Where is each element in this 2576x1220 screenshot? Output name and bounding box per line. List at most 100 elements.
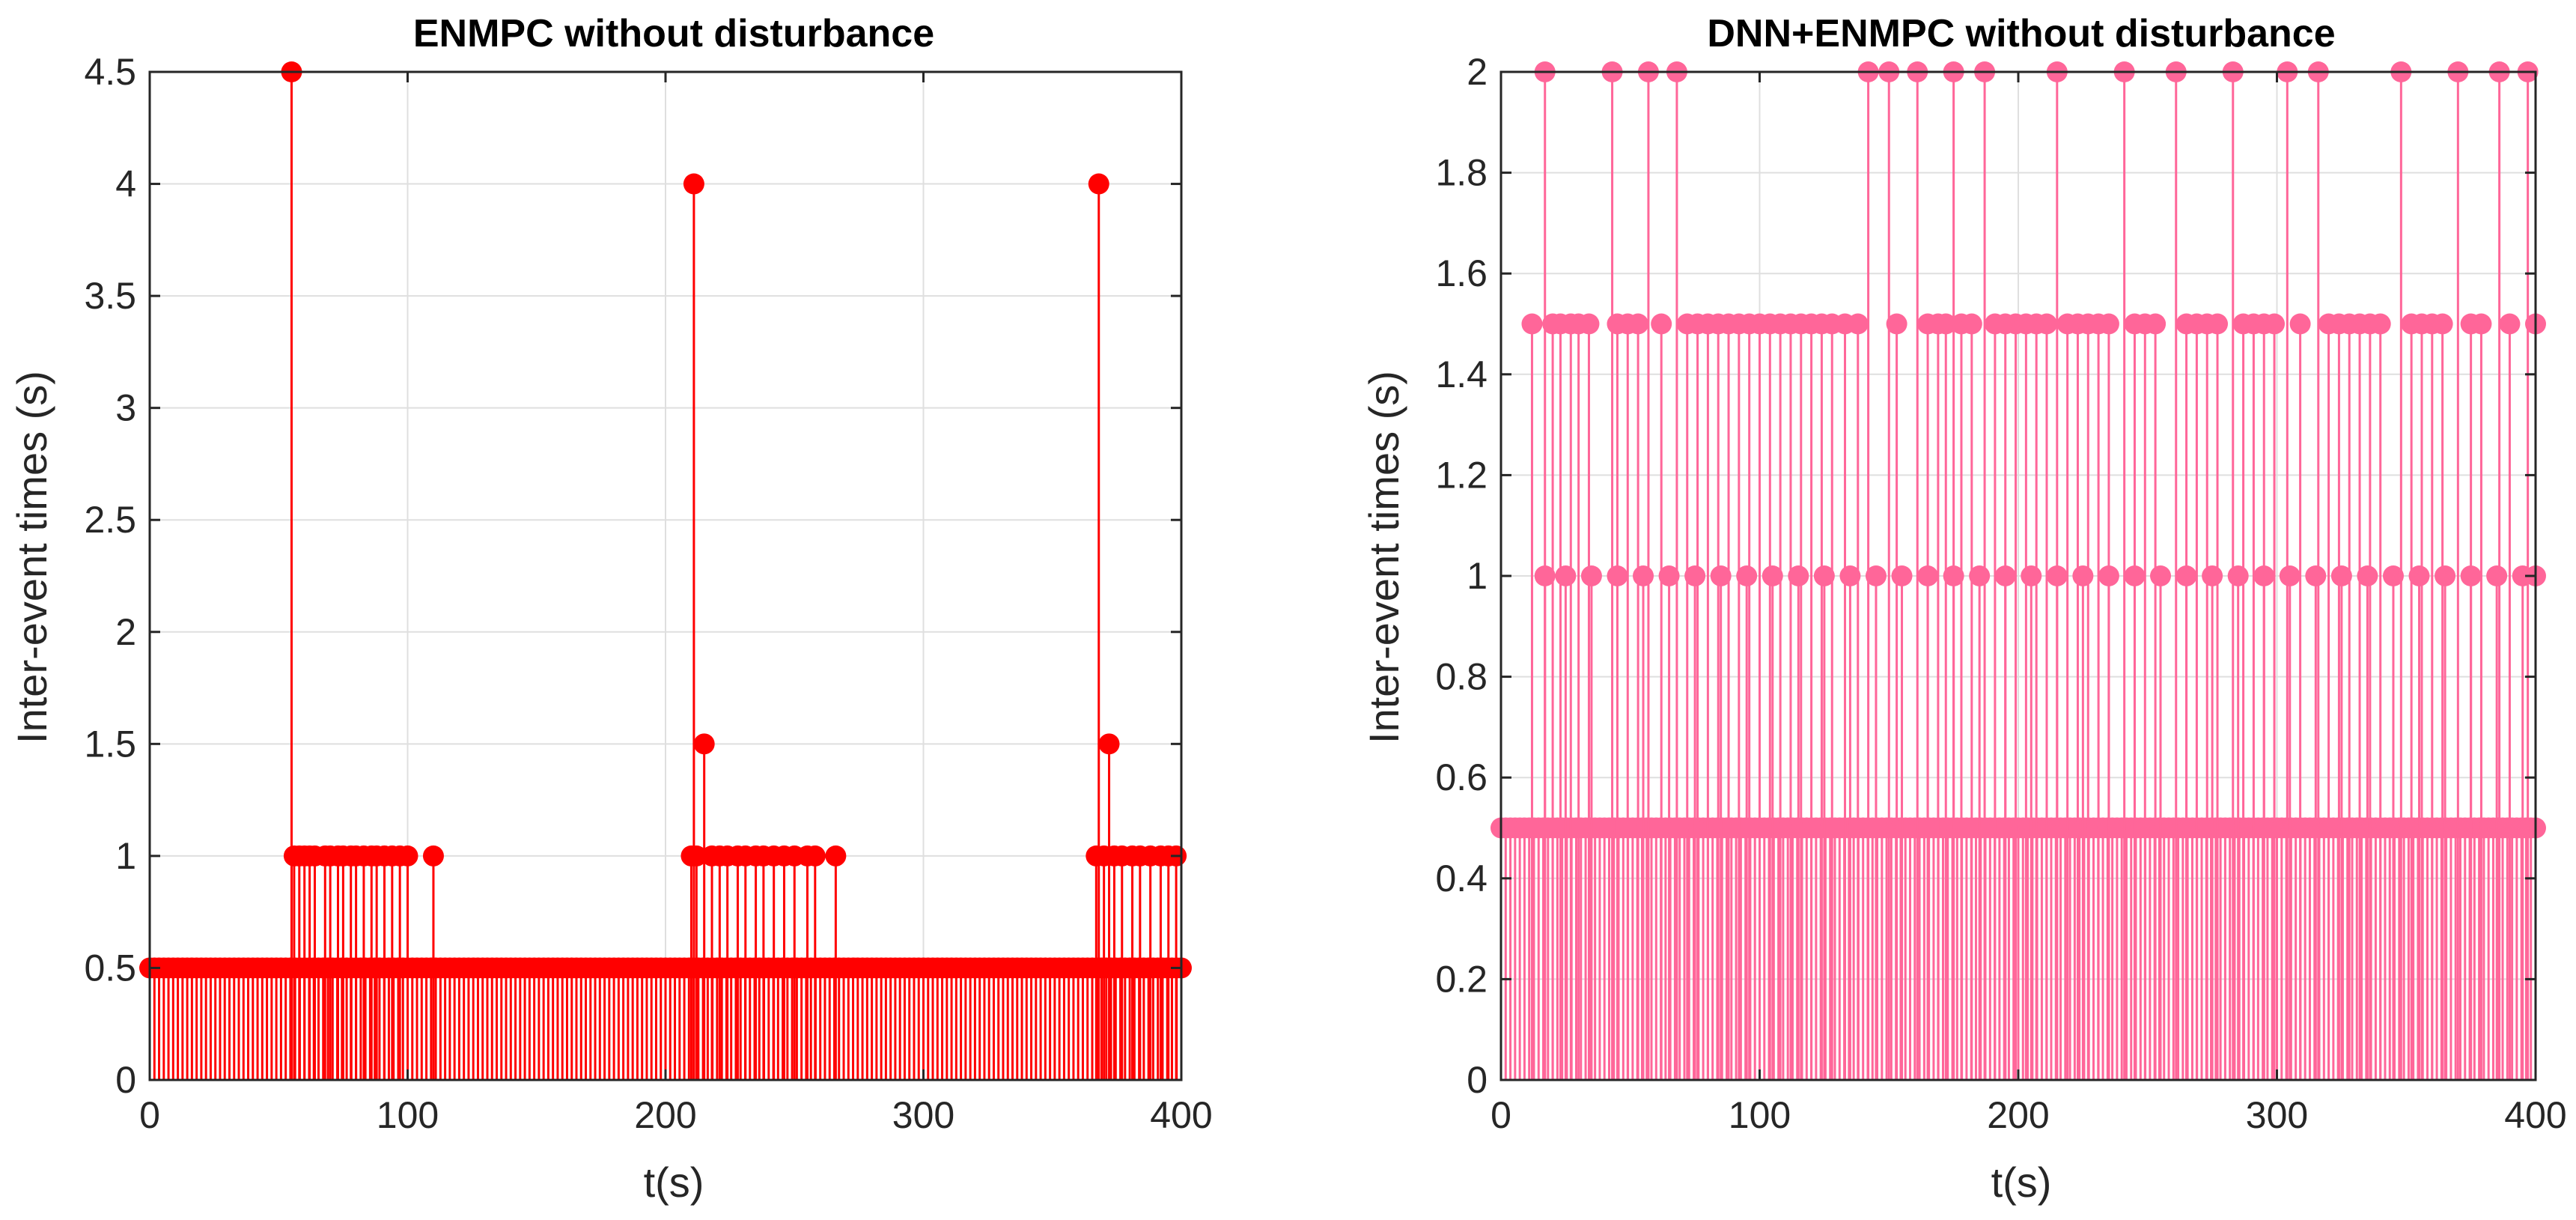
chart1-marker-116 (2227, 565, 2249, 586)
chart-dnn-enmpc-x-axis-label: t(s) (1991, 1159, 2052, 1206)
chart1-marker-124 (2435, 565, 2456, 586)
chart0-marker-2 (1088, 173, 1109, 195)
chart1-marker-96 (1710, 565, 1732, 586)
chart1-marker-27 (1627, 313, 1649, 335)
chart1-x-tick-label-0: 0 (1491, 1094, 1511, 1136)
chart-dnn-enmpc-stems (1491, 61, 2546, 1080)
chart0-x-tick-label-0: 0 (139, 1094, 160, 1136)
chart1-marker-98 (1762, 565, 1783, 586)
chart0-y-tick-label-4: 2 (115, 611, 136, 653)
chart0-x-tick-label-3: 300 (892, 1094, 954, 1136)
chart-enmpc-y-axis-label: Inter-event times (s) (8, 371, 55, 744)
chart1-marker-110 (2072, 565, 2094, 586)
chart0-x-tick-label-1: 100 (377, 1094, 439, 1136)
chart0-y-tick-label-9: 4.5 (84, 51, 136, 93)
chart0-marker-25 (686, 845, 707, 867)
chart-dnn-enmpc-title: DNN+ENMPC without disturbance (1707, 12, 2335, 55)
chart1-marker-122 (2382, 565, 2404, 586)
chart-enmpc: 0 100 200 300 400 0 0.5 1 1.5 2 2.5 3 3.5 4 4.5 ENMPC … (8, 12, 1213, 1206)
chart0-marker-22 (397, 845, 418, 867)
chart1-marker-92 (1607, 565, 1628, 586)
chart1-marker-51 (1961, 313, 1982, 335)
chart0-marker-38 (825, 845, 847, 867)
chart1-marker-73 (2264, 313, 2286, 335)
chart1-marker-19 (1521, 313, 1543, 335)
chart1-marker-114 (2175, 565, 2197, 586)
chart0-y-tick-label-7: 3.5 (84, 275, 136, 317)
chart-dnn-enmpc: 0 100 200 300 400 0 0.2 0.4 0.6 0.8 1 1.2 1.4 1.6 1.8 2… (1360, 12, 2567, 1206)
chart1-marker-45 (1847, 313, 1869, 335)
chart0-marker-37 (804, 845, 826, 867)
chart1-marker-102 (1865, 565, 1887, 586)
chart1-marker-109 (2046, 565, 2068, 586)
chart1-x-tick-label-1: 100 (1729, 1094, 1791, 1136)
chart-enmpc-axes (148, 70, 1183, 1081)
chart1-marker-126 (2486, 565, 2508, 586)
chart1-marker-105 (1943, 565, 1964, 586)
chart0-marker-1 (683, 173, 704, 195)
chart1-marker-46 (1886, 313, 1907, 335)
chart1-marker-93 (1633, 565, 1654, 586)
chart1-marker-121 (2357, 565, 2378, 586)
chart0-marker-3 (693, 733, 715, 755)
chart0-y-tick-label-6: 3 (115, 387, 136, 429)
chart1-marker-57 (2036, 313, 2058, 335)
chart1-marker-108 (2021, 565, 2042, 586)
chart1-marker-49 (1935, 313, 1957, 335)
chart0-x-tick-label-2: 200 (634, 1094, 696, 1136)
chart1-marker-101 (1839, 565, 1861, 586)
chart1-y-tick-label-9: 1.8 (1435, 152, 1488, 194)
chart1-marker-87 (2499, 313, 2521, 335)
chart0-y-tick-label-1: 0.5 (84, 947, 136, 989)
chart1-y-tick-label-2: 0.4 (1435, 858, 1488, 899)
chart1-y-tick-label-7: 1.4 (1435, 353, 1488, 395)
chart0-y-tick-label-8: 4 (115, 163, 136, 205)
chart-dnn-enmpc-y-axis-label: Inter-event times (s) (1360, 371, 1407, 744)
chart-enmpc-title: ENMPC without disturbance (413, 12, 934, 55)
chart1-marker-97 (1736, 565, 1758, 586)
chart-enmpc-tick-labels: 0 100 200 300 400 0 0.5 1 1.5 2 2.5 3 3.5 4 4.5 (84, 51, 1212, 1136)
chart1-marker-62 (2098, 313, 2119, 335)
chart1-marker-91 (1580, 565, 1602, 586)
chart0-marker-4 (1098, 733, 1120, 755)
chart1-marker-104 (1917, 565, 1939, 586)
chart1-marker-103 (1891, 565, 1913, 586)
chart0-marker-23 (422, 845, 444, 867)
chart0-y-tick-label-0: 0 (115, 1059, 136, 1101)
chart1-marker-69 (2207, 313, 2229, 335)
chart1-marker-80 (2369, 313, 2391, 335)
chart0-y-tick-label-2: 1 (115, 835, 136, 877)
chart0-x-tick-label-4: 400 (1150, 1094, 1212, 1136)
chart0-y-tick-label-3: 1.5 (84, 723, 136, 765)
chart1-marker-118 (2279, 565, 2301, 586)
chart1-marker-95 (1684, 565, 1706, 586)
chart1-y-tick-label-10: 2 (1467, 51, 1488, 93)
chart1-marker-107 (1994, 565, 2016, 586)
chart1-y-tick-label-0: 0 (1467, 1059, 1488, 1101)
chart1-marker-113 (2150, 565, 2172, 586)
chart-dnn-enmpc-axes (1499, 70, 2537, 1081)
chart1-marker-119 (2305, 565, 2327, 586)
chart1-marker-112 (2124, 565, 2146, 586)
chart1-y-tick-label-5: 1 (1467, 555, 1488, 597)
chart1-marker-74 (2289, 313, 2311, 335)
chart1-marker-94 (1658, 565, 1680, 586)
chart1-marker-65 (2145, 313, 2167, 335)
chart1-marker-125 (2460, 565, 2482, 586)
chart0-y-tick-label-5: 2.5 (84, 499, 136, 541)
chart1-y-tick-label-3: 0.6 (1435, 756, 1488, 798)
chart1-marker-115 (2202, 565, 2223, 586)
chart1-marker-117 (2253, 565, 2275, 586)
chart1-x-tick-label-2: 200 (1987, 1094, 2049, 1136)
chart1-marker-86 (2470, 313, 2492, 335)
chart1-y-tick-label-8: 1.6 (1435, 252, 1488, 294)
chart1-marker-123 (2408, 565, 2430, 586)
chart1-marker-89 (1534, 565, 1556, 586)
chart1-marker-90 (1555, 565, 1577, 586)
chart-enmpc-stems (139, 61, 1192, 1080)
chart1-y-tick-label-1: 0.2 (1435, 958, 1488, 1000)
chart1-x-tick-label-4: 400 (2504, 1094, 2566, 1136)
chart1-marker-111 (2098, 565, 2119, 586)
